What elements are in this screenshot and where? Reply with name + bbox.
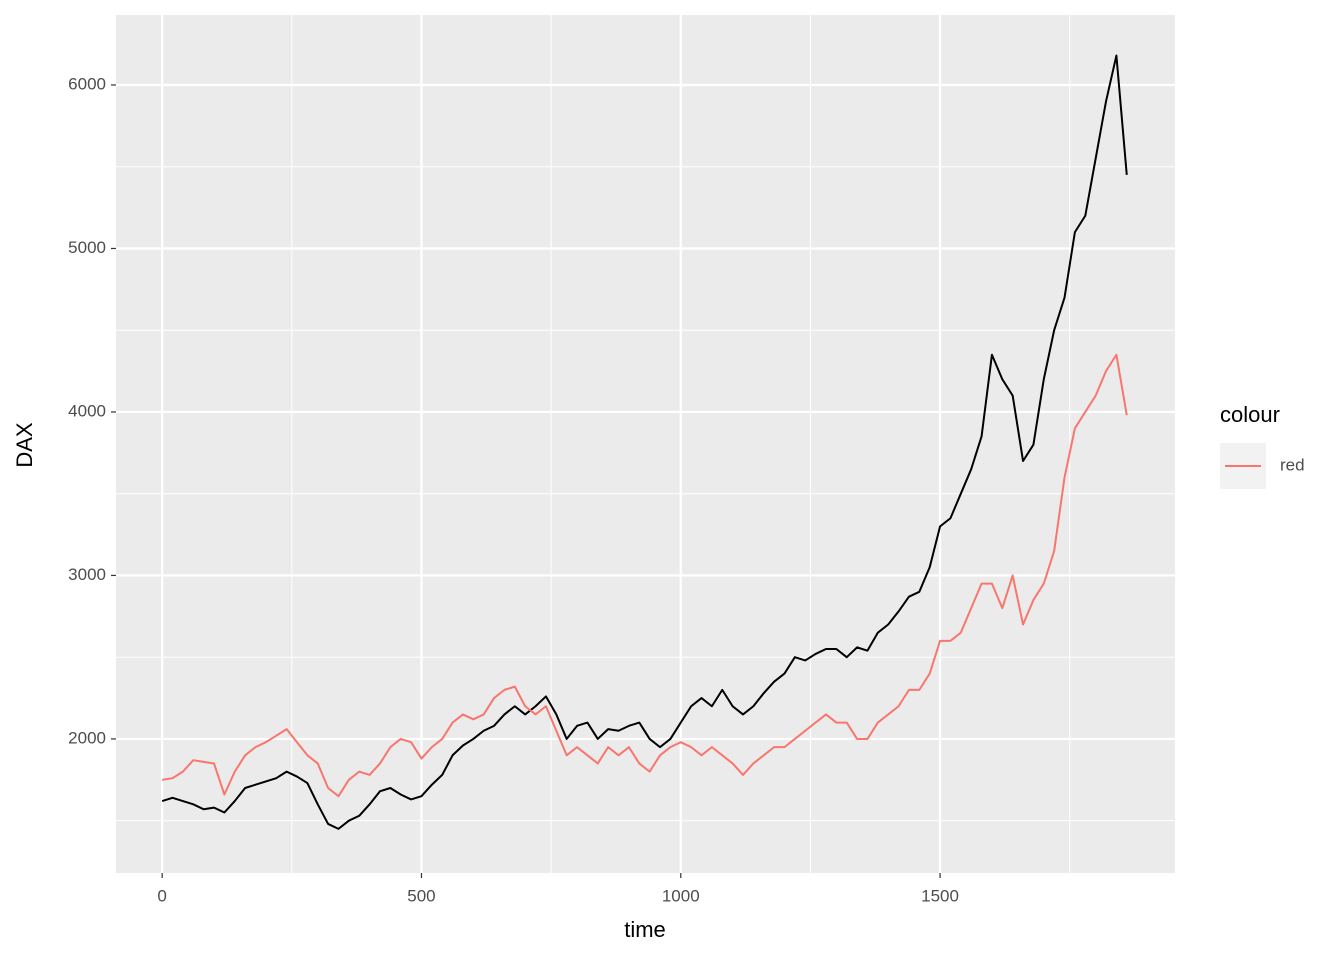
legend-title: colour	[1220, 402, 1280, 427]
x-tick-label: 500	[407, 886, 435, 905]
panel	[116, 15, 1175, 873]
y-tick-label: 5000	[68, 238, 106, 257]
data-line	[162, 353, 1128, 798]
y-tick-label: 4000	[68, 401, 106, 420]
data-line	[161, 54, 1128, 830]
legend-label: red	[1280, 455, 1305, 474]
x-tick-label: 1500	[921, 886, 959, 905]
y-tick-label: 2000	[68, 728, 106, 747]
x-tick-label: 0	[157, 886, 166, 905]
y-tick-label: 6000	[68, 74, 106, 93]
y-axis-title: DAX	[12, 422, 37, 468]
x-tick-label: 1000	[662, 886, 700, 905]
x-axis-title: time	[624, 917, 666, 942]
y-tick-label: 3000	[68, 565, 106, 584]
